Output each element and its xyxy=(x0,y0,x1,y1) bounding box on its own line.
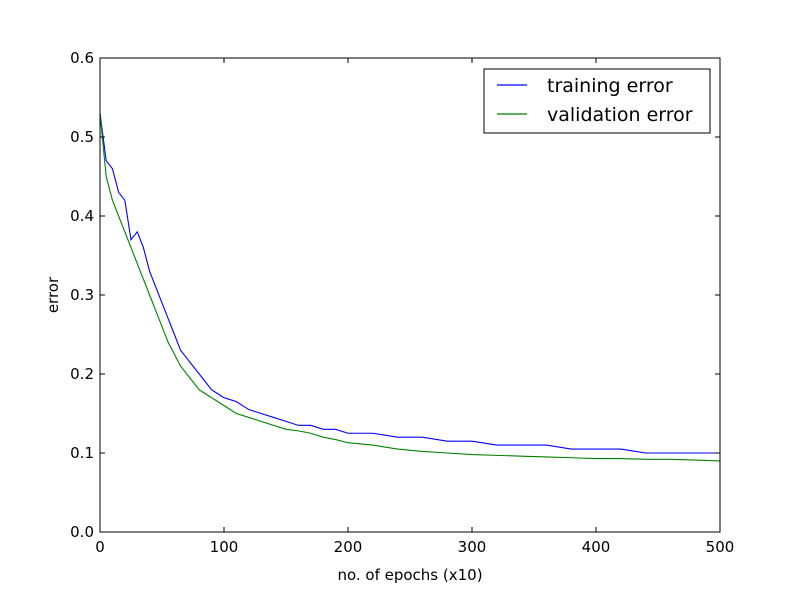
x-axis-label: no. of epochs (x10) xyxy=(337,566,482,584)
axis-ticks: 0 100 200 300 400 500 0.0 0.1 0.2 0.3 0.4 0.5 0.6 xyxy=(70,49,734,556)
series-line-training-error xyxy=(99,113,720,454)
y-tick-label: 0.0 xyxy=(70,523,94,541)
y-tick-label: 0.6 xyxy=(70,49,94,67)
x-tick-label: 100 xyxy=(210,538,239,556)
y-tick-label: 0.4 xyxy=(70,207,94,225)
x-tick-label: 200 xyxy=(334,538,363,556)
x-tick-label: 500 xyxy=(706,538,735,556)
legend: training error validation error xyxy=(483,68,711,134)
y-tick-label: 0.5 xyxy=(70,128,94,146)
x-tick-label: 0 xyxy=(95,538,105,556)
legend-label-validation: validation error xyxy=(547,104,693,126)
x-tick-label: 400 xyxy=(582,538,611,556)
legend-box xyxy=(483,68,711,134)
x-tick-label: 300 xyxy=(458,538,487,556)
series-line-validation-error xyxy=(99,113,721,462)
y-axis-label: error xyxy=(44,276,62,313)
y-tick-label: 0.3 xyxy=(70,286,94,304)
plot-area xyxy=(99,113,721,462)
legend-label-training: training error xyxy=(547,75,673,97)
y-tick-label: 0.1 xyxy=(70,444,94,462)
y-tick-label: 0.2 xyxy=(70,365,94,383)
